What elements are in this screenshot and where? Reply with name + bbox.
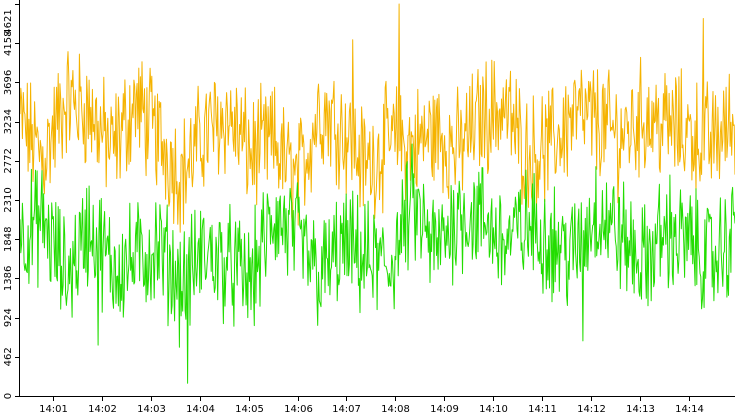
x-tick-label: 14:01: [39, 404, 68, 415]
y-tick-label: 2772: [3, 148, 14, 173]
series-layer: [19, 3, 735, 384]
x-tick-label: 14:08: [381, 404, 410, 415]
x-tick-label: 14:13: [626, 404, 655, 415]
x-tick-label: 14:11: [528, 404, 557, 415]
y-tick-label: 1386: [3, 266, 14, 291]
x-tick-label: 14:14: [675, 404, 704, 415]
x-tick-label: 14:06: [284, 404, 313, 415]
x-tick-label: 14:04: [186, 404, 215, 415]
y-tick-label: 3234: [3, 109, 14, 134]
x-tick-label: 14:09: [430, 404, 459, 415]
x-axis: 14:01 14:02 14:03 14:04 14:05 14:06 14:07 14:08…: [39, 396, 704, 415]
y-tick-label: 1848: [3, 227, 14, 252]
series-line-orange: [19, 3, 735, 233]
y-tick-label: 2310: [3, 187, 14, 212]
series-line-green: [19, 143, 735, 384]
y-tick-label: 462: [3, 347, 14, 366]
y-tick-label: 4158: [3, 31, 14, 56]
x-tick-label: 14:12: [577, 404, 606, 415]
y-tick-label: 4621: [3, 9, 14, 34]
y-tick-label: 0: [3, 393, 14, 399]
y-tick-label: 924: [3, 308, 14, 327]
x-tick-label: 14:02: [88, 404, 117, 415]
y-tick-label: 3696: [3, 70, 14, 95]
x-tick-label: 14:07: [332, 404, 361, 415]
x-tick-label: 14:05: [235, 404, 264, 415]
x-tick-label: 14:10: [479, 404, 508, 415]
x-tick-label: 14:03: [137, 404, 166, 415]
